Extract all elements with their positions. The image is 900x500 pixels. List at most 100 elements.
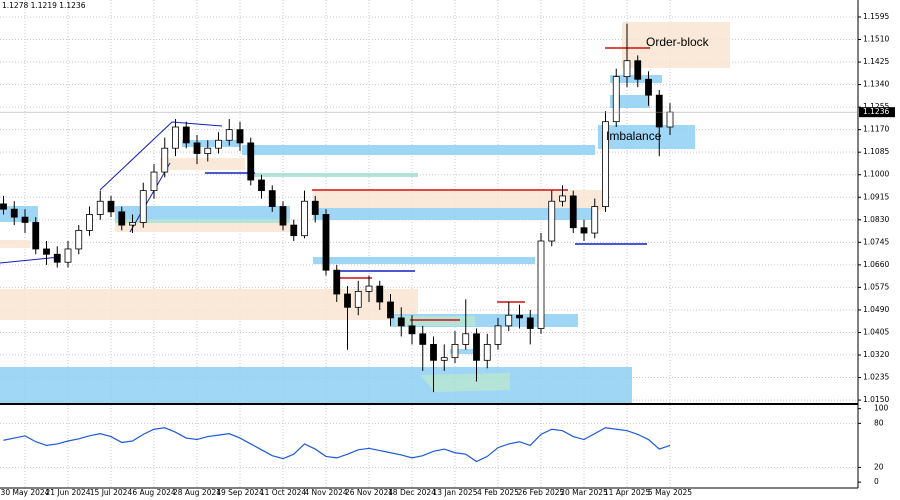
candle-body [150, 171, 158, 192]
candle-body [301, 200, 308, 237]
candle-body [215, 139, 222, 149]
candle-body [182, 126, 190, 144]
candle-body [634, 60, 642, 80]
header-text: 1.1278 1.1219 1.1236 [2, 1, 86, 10]
x-tick-label: 20 Mar 2025 [560, 488, 608, 497]
candle-body [387, 301, 394, 319]
x-tick-label: 30 May 2024 [1, 488, 50, 497]
candle-body [559, 195, 566, 202]
candle-body [516, 314, 523, 319]
x-tick-label: 18 Dec 2024 [388, 488, 436, 497]
x-tick-label: 15 Jul 2024 [90, 488, 133, 497]
candle-body [247, 142, 255, 181]
candle-body [129, 222, 136, 226]
trend-line [129, 162, 171, 233]
candle-body [290, 224, 298, 237]
candle-body [645, 78, 652, 96]
candle-body [376, 285, 384, 303]
candle-body [107, 200, 115, 213]
trend-line [171, 121, 223, 127]
x-tick-label: 26 Feb 2025 [518, 488, 565, 497]
candle-body [21, 216, 29, 223]
y-tick-label: 1.0575 [863, 282, 889, 291]
candle-body [118, 211, 126, 226]
y-tick-label: 80 [874, 418, 884, 427]
zones [0, 22, 730, 403]
zone [395, 316, 475, 326]
y-tick-label: 1.0490 [863, 305, 889, 314]
y-tick-label: 20 [874, 462, 884, 471]
x-tick-label: 4 Feb 2025 [477, 488, 519, 497]
y-tick-label: 1.0235 [863, 373, 889, 382]
candle-body [96, 200, 104, 215]
x-tick-label: 19 Sep 2024 [216, 488, 264, 497]
y-tick-label: 1.0830 [863, 215, 889, 224]
candle-body [172, 126, 179, 149]
candle-body [537, 240, 545, 329]
x-tick-label: 21 Jun 2024 [45, 488, 90, 497]
y-tick-label: 1.1510 [863, 35, 889, 44]
zone [242, 145, 595, 155]
oscillator-line [3, 427, 671, 463]
y-tick-label: 1.1425 [863, 57, 889, 66]
candle-body [473, 333, 480, 361]
candle-body [32, 222, 40, 250]
x-tick-label: 26 Nov 2024 [345, 488, 393, 497]
candle-body [440, 357, 448, 361]
candle-body [139, 190, 147, 223]
zone [313, 208, 595, 220]
zone [420, 373, 510, 392]
y-tick-label: 1.0915 [863, 192, 889, 201]
candle-body [505, 314, 513, 327]
y-tick-label: 1.1340 [863, 80, 889, 89]
candle-body [483, 344, 491, 361]
candle-body [591, 206, 599, 234]
x-tick-label: 28 Aug 2024 [173, 488, 221, 497]
zone [0, 206, 38, 222]
candles [0, 23, 674, 393]
y-tick-label: 100 [874, 404, 889, 413]
candle-body [397, 317, 405, 327]
candle-body [268, 190, 276, 207]
zone [610, 95, 650, 108]
candle-body [408, 325, 416, 335]
current-price-label: 1.1236 [863, 107, 889, 116]
candle-body [666, 111, 674, 128]
candle-body [623, 60, 631, 78]
candle-body [365, 285, 373, 292]
candle-body [569, 195, 577, 229]
x-tick-label: 6 Aug 2024 [132, 488, 175, 497]
price-tag [859, 107, 895, 118]
candle-body [311, 200, 319, 215]
candle-body [75, 229, 83, 250]
zone [313, 190, 605, 210]
annotation: Imbalance [606, 129, 662, 143]
annotation: Order-block [646, 35, 710, 49]
x-tick-label: 5 May 2025 [648, 488, 692, 497]
trend-line [0, 256, 61, 264]
zone [182, 140, 240, 147]
candle-body [204, 147, 212, 154]
zone [313, 257, 535, 264]
y-tick-label: 1.1595 [863, 12, 889, 21]
candle-body [161, 147, 169, 173]
y-tick-label: 0 [874, 477, 879, 486]
candle-body [451, 344, 459, 359]
levels [0, 47, 650, 321]
candle-body [53, 253, 61, 263]
zone [0, 367, 632, 403]
candle-body [655, 94, 663, 128]
candle-body [430, 344, 437, 361]
y-tick-label: 1.0320 [863, 350, 889, 359]
candle-body [419, 333, 427, 345]
trend-line [99, 121, 173, 191]
candle-body [494, 325, 502, 345]
zone [115, 219, 290, 223]
x-tick-label: 13 Jan 2025 [433, 488, 478, 497]
labels: 1.1595 1.1510 1.1425 1.1340 1.1255 1.1170 1.10… [0, 12, 895, 497]
candle-body [526, 317, 534, 329]
candle-body [354, 290, 362, 308]
candle-body [462, 333, 470, 345]
zone [160, 158, 245, 170]
zone [598, 125, 695, 149]
